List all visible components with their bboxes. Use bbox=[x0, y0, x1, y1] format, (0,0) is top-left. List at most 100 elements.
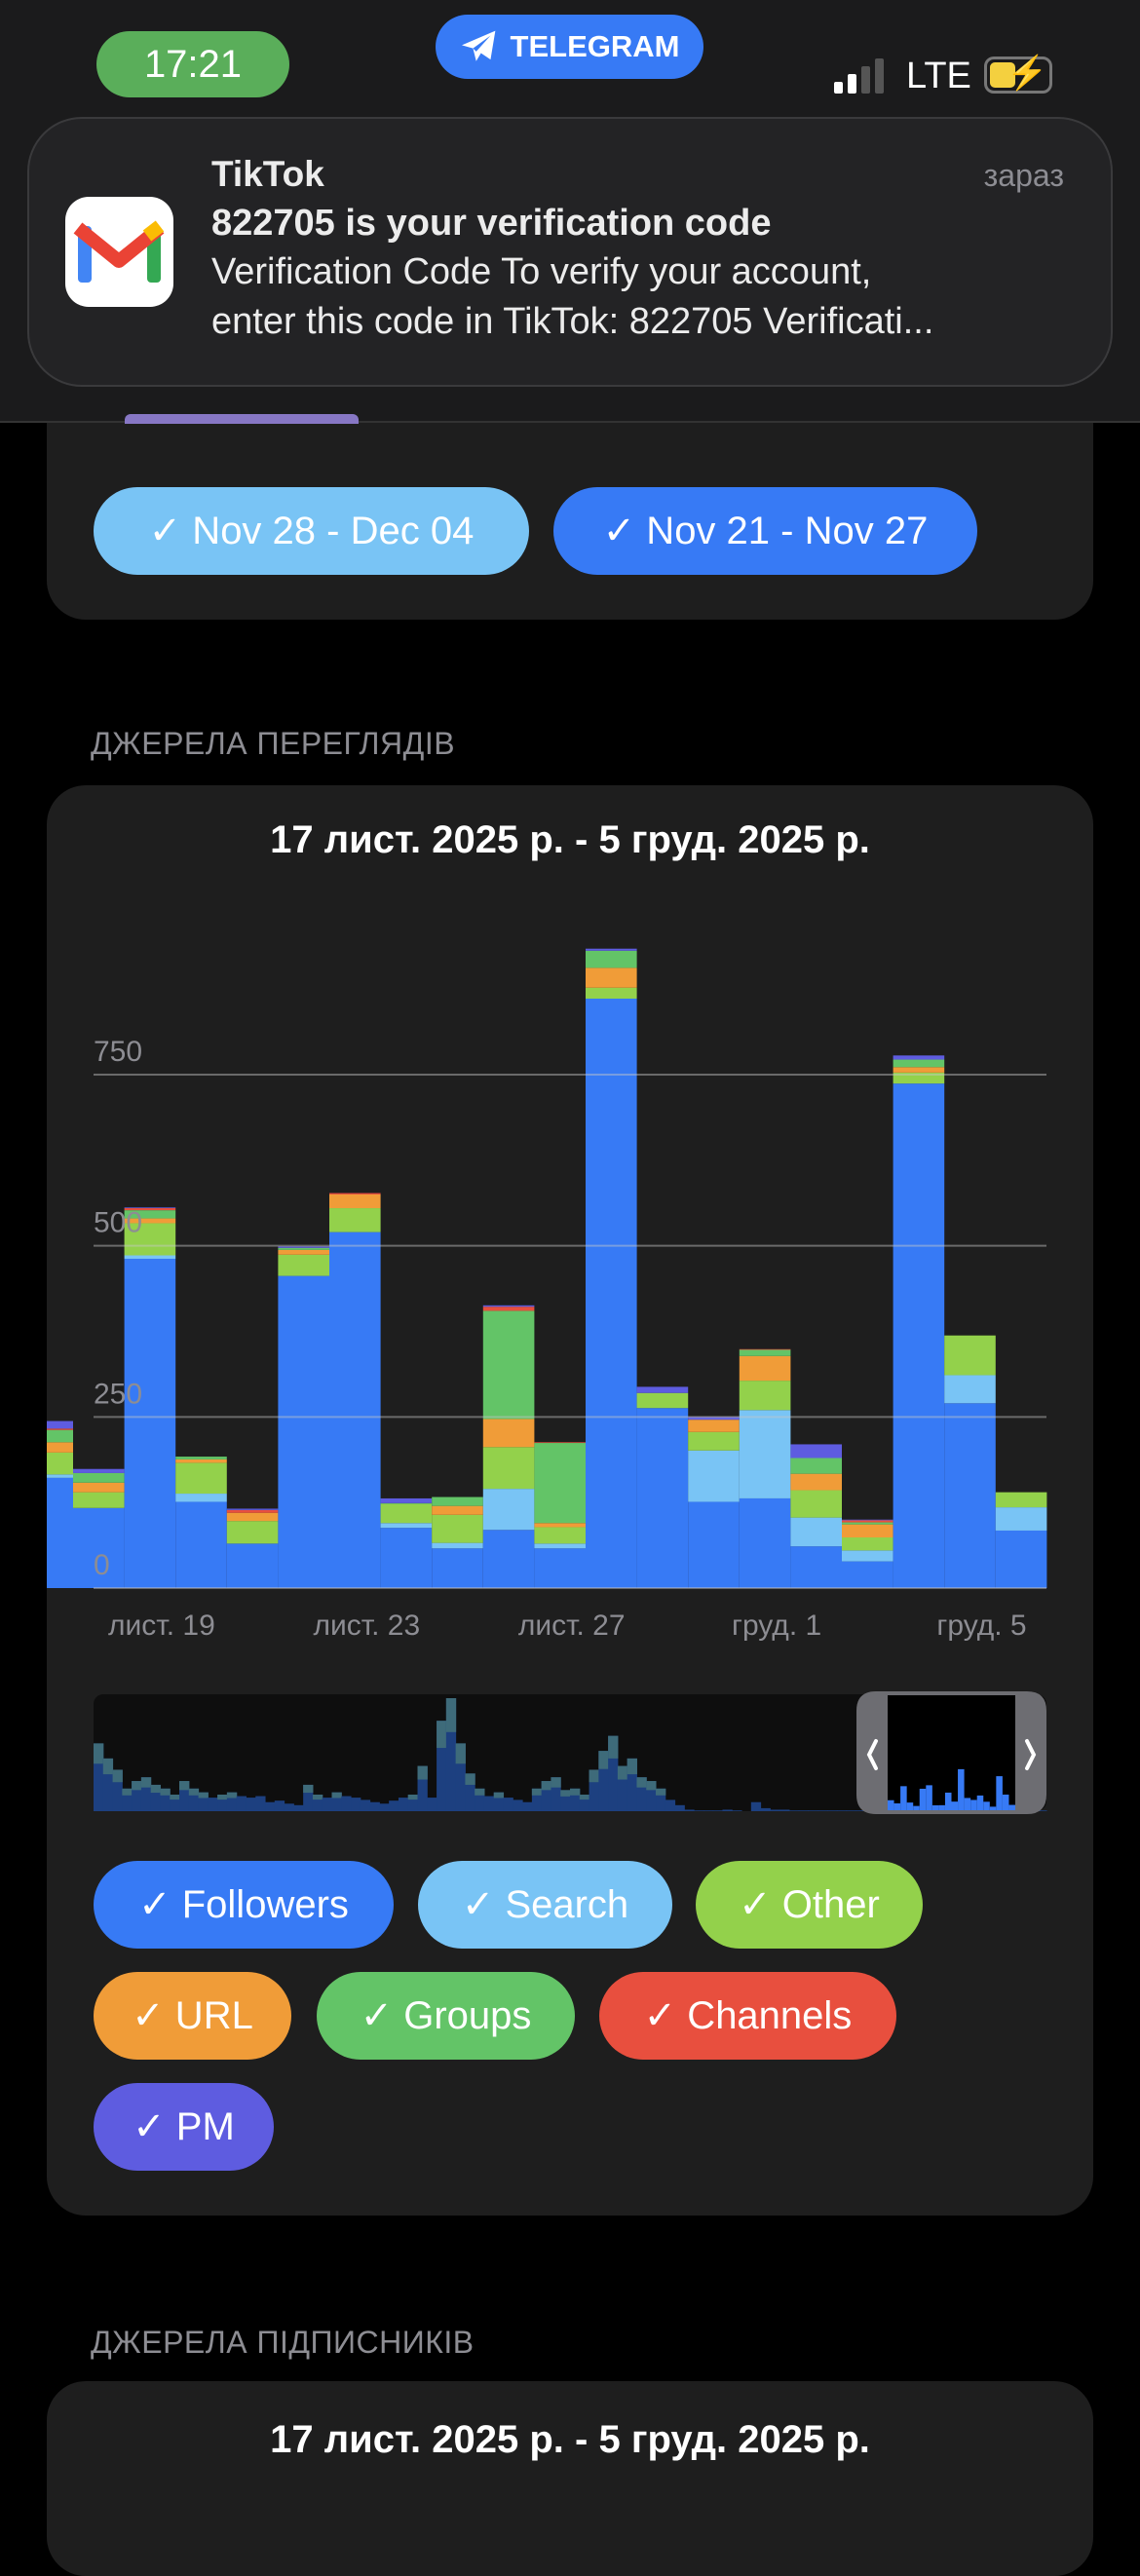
stacked-bar-chart[interactable]: 0 250 500 750 лист. 19 лист. 23 лист. 27 груд. … bbox=[47, 785, 1093, 1857]
bar-segment-pm-nov-24[interactable] bbox=[380, 1497, 433, 1503]
bar-segment-pm-nov-30[interactable] bbox=[688, 1417, 740, 1421]
bar-segment-url-nov-28[interactable] bbox=[586, 967, 637, 988]
bar-segment-pm-nov-17[interactable] bbox=[47, 1421, 73, 1429]
bar-segment-other-nov-19[interactable] bbox=[124, 1223, 176, 1256]
bar-segment-pm-nov-21[interactable] bbox=[226, 1508, 279, 1510]
bar-segment-search-dec-6[interactable] bbox=[995, 1507, 1047, 1531]
bar-segment-pm-dec-3[interactable] bbox=[842, 1519, 893, 1521]
bar-segment-search-dec-5[interactable] bbox=[944, 1375, 996, 1404]
bar-segment-url-nov-25[interactable] bbox=[432, 1505, 483, 1515]
bar-segment-followers-dec-6[interactable] bbox=[995, 1530, 1047, 1588]
bar-segment-search-dec-3[interactable] bbox=[842, 1550, 893, 1562]
bar-segment-channels-nov-26[interactable] bbox=[482, 1307, 535, 1311]
bar-segment-url-nov-23[interactable] bbox=[329, 1193, 381, 1209]
bar-segment-groups-nov-17[interactable] bbox=[47, 1429, 73, 1443]
bar-segment-groups-nov-28[interactable] bbox=[586, 950, 637, 968]
bar-segment-pm-nov-26[interactable] bbox=[482, 1305, 535, 1307]
chevron-right-icon[interactable] bbox=[1025, 1739, 1037, 1770]
legend-pm[interactable]: ✓ PM bbox=[94, 2083, 274, 2171]
bar-segment-followers-dec-3[interactable] bbox=[842, 1561, 893, 1588]
bar-segment-url-dec-2[interactable] bbox=[790, 1473, 842, 1491]
bar-segment-channels-nov-19[interactable] bbox=[124, 1208, 176, 1211]
bar-segment-groups-dec-2[interactable] bbox=[790, 1458, 842, 1474]
bar-segment-groups-nov-22[interactable] bbox=[278, 1247, 329, 1250]
bar-segment-groups-nov-25[interactable] bbox=[432, 1496, 483, 1506]
bar-segment-other-dec-2[interactable] bbox=[790, 1490, 842, 1518]
bar-segment-followers-nov-25[interactable] bbox=[432, 1548, 483, 1588]
bar-segment-url-nov-22[interactable] bbox=[278, 1249, 329, 1255]
bar-segment-followers-nov-17[interactable] bbox=[47, 1477, 73, 1588]
bar-segment-other-dec-4[interactable] bbox=[893, 1072, 945, 1084]
bar-segment-pm-nov-18[interactable] bbox=[73, 1468, 125, 1473]
bar-segment-followers-dec-1[interactable] bbox=[739, 1497, 791, 1588]
bar-segment-followers-nov-21[interactable] bbox=[226, 1543, 279, 1588]
bar-segment-search-dec-1[interactable] bbox=[739, 1410, 791, 1498]
bar-segment-followers-nov-24[interactable] bbox=[380, 1528, 433, 1588]
bar-segment-pm-dec-4[interactable] bbox=[893, 1055, 945, 1060]
compare-chip-nov21-nov27[interactable]: ✓ Nov 21 - Nov 27 bbox=[553, 487, 977, 575]
bar-segment-url-nov-26[interactable] bbox=[482, 1419, 535, 1448]
legend-url[interactable]: ✓ URL bbox=[94, 1972, 291, 2060]
bar-segment-followers-nov-22[interactable] bbox=[278, 1275, 329, 1588]
bar-segment-other-nov-30[interactable] bbox=[688, 1431, 740, 1451]
bar-segment-other-nov-20[interactable] bbox=[175, 1462, 227, 1495]
minimap-window[interactable] bbox=[888, 1694, 1015, 1811]
bar-segment-channels-nov-21[interactable] bbox=[226, 1509, 279, 1513]
notification-banner[interactable] bbox=[27, 117, 1113, 387]
bar-segment-other-nov-22[interactable] bbox=[278, 1254, 329, 1276]
chevron-left-icon[interactable] bbox=[866, 1739, 878, 1770]
bar-segment-followers-nov-19[interactable] bbox=[124, 1259, 176, 1588]
bar-segment-url-nov-27[interactable] bbox=[534, 1523, 586, 1528]
bar-segment-followers-nov-27[interactable] bbox=[534, 1548, 586, 1588]
bar-segment-search-nov-30[interactable] bbox=[688, 1450, 740, 1502]
bar-segment-url-nov-20[interactable] bbox=[175, 1458, 227, 1463]
legend-other[interactable]: ✓ Other bbox=[696, 1861, 923, 1949]
bar-segment-channels-dec-3[interactable] bbox=[842, 1520, 893, 1523]
bar-segment-groups-nov-27[interactable] bbox=[534, 1443, 586, 1524]
bar-segment-groups-nov-26[interactable] bbox=[482, 1310, 535, 1420]
bar-segment-channels-nov-23[interactable] bbox=[329, 1193, 381, 1194]
bar-segment-search-nov-20[interactable] bbox=[175, 1494, 227, 1502]
bar-segment-url-nov-19[interactable] bbox=[124, 1218, 176, 1224]
bar-segment-other-dec-5[interactable] bbox=[944, 1335, 996, 1376]
bar-segment-followers-nov-28[interactable] bbox=[586, 999, 637, 1588]
bar-segment-channels-dec-1[interactable] bbox=[739, 1348, 791, 1350]
bar-segment-followers-dec-5[interactable] bbox=[944, 1403, 996, 1588]
bar-segment-groups-nov-20[interactable] bbox=[175, 1457, 227, 1459]
bar-segment-pm-nov-19[interactable] bbox=[124, 1207, 176, 1209]
bar-segment-other-nov-23[interactable] bbox=[329, 1208, 381, 1232]
bar-segment-search-nov-25[interactable] bbox=[432, 1542, 483, 1549]
legend-followers[interactable]: ✓ Followers bbox=[94, 1861, 394, 1949]
compare-chip-nov28-dec04[interactable]: ✓ Nov 28 - Dec 04 bbox=[94, 487, 529, 575]
bar-segment-other-nov-18[interactable] bbox=[73, 1492, 125, 1508]
bar-segment-pm-nov-28[interactable] bbox=[586, 948, 637, 951]
bar-segment-search-nov-27[interactable] bbox=[534, 1543, 586, 1549]
bar-segment-groups-dec-1[interactable] bbox=[739, 1349, 791, 1356]
bar-segment-followers-dec-4[interactable] bbox=[893, 1083, 945, 1588]
bar-segment-channels-nov-27[interactable] bbox=[534, 1442, 586, 1444]
bar-segment-url-dec-1[interactable] bbox=[739, 1355, 791, 1382]
bar-segment-followers-nov-20[interactable] bbox=[175, 1501, 227, 1588]
bar-segment-followers-nov-29[interactable] bbox=[636, 1408, 689, 1588]
bar-segment-search-nov-24[interactable] bbox=[380, 1523, 433, 1529]
bar-segment-url-nov-21[interactable] bbox=[226, 1512, 279, 1522]
bar-segment-followers-nov-26[interactable] bbox=[482, 1530, 535, 1588]
bar-segment-other-nov-28[interactable] bbox=[586, 987, 637, 1000]
bar-segment-followers-dec-2[interactable] bbox=[790, 1546, 842, 1588]
bar-segment-other-nov-17[interactable] bbox=[47, 1452, 73, 1475]
bar-segment-other-nov-25[interactable] bbox=[432, 1514, 483, 1543]
active-app-pill[interactable]: TELEGRAM bbox=[436, 15, 703, 79]
bar-segment-other-nov-26[interactable] bbox=[482, 1447, 535, 1490]
bar-segment-other-nov-27[interactable] bbox=[534, 1527, 586, 1544]
bar-segment-other-dec-1[interactable] bbox=[739, 1381, 791, 1411]
legend-groups[interactable]: ✓ Groups bbox=[317, 1972, 575, 2060]
minimap-window-frame[interactable] bbox=[856, 1691, 1046, 1814]
bar-segment-other-nov-24[interactable] bbox=[380, 1503, 433, 1524]
bar-segment-groups-dec-3[interactable] bbox=[842, 1522, 893, 1525]
bar-segment-followers-nov-23[interactable] bbox=[329, 1231, 381, 1588]
bar-segment-url-nov-30[interactable] bbox=[688, 1420, 740, 1432]
legend-channels[interactable]: ✓ Channels bbox=[599, 1972, 896, 2060]
bar-segment-url-nov-18[interactable] bbox=[73, 1482, 125, 1493]
bar-segment-search-nov-19[interactable] bbox=[124, 1255, 176, 1260]
bar-segment-pm-nov-29[interactable] bbox=[636, 1386, 689, 1393]
